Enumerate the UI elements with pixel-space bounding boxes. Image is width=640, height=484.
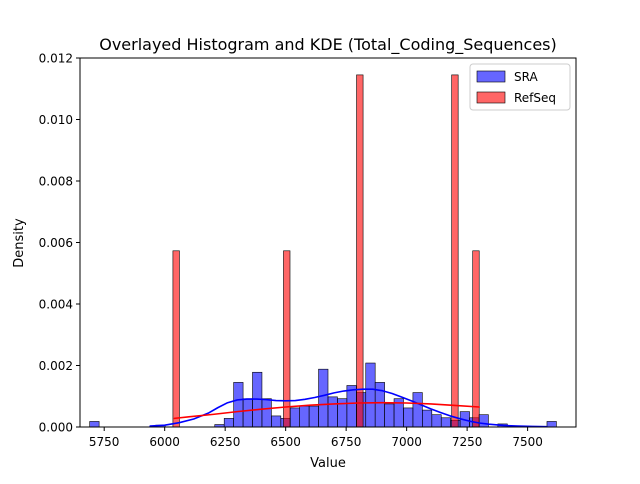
sra-kde-line [149, 388, 548, 428]
sra-histogram-bar [346, 385, 357, 428]
sra-histogram-bar [412, 392, 423, 428]
sra-histogram-bar [89, 421, 100, 428]
sra-histogram-bar [223, 418, 234, 428]
sra-histogram-bar [233, 382, 244, 428]
sra-histogram-bar [546, 421, 557, 428]
y-tick-label: 0.004 [39, 298, 73, 312]
refseq-legend-label: RefSeq [514, 91, 556, 105]
y-axis-label: Density [12, 218, 27, 268]
chart-title: Overlayed Histogram and KDE (Total_Codin… [99, 35, 557, 55]
x-tick-label: 6250 [210, 435, 241, 449]
sra-histogram-bar [403, 407, 414, 428]
sra-histogram-bar [299, 405, 310, 428]
refseq-histogram-bar [172, 250, 180, 428]
refseq-histogram-bar [451, 74, 459, 428]
y-tick-label: 0.002 [39, 359, 73, 373]
x-tick-label: 7500 [512, 435, 543, 449]
refseq-histogram-bar [356, 74, 364, 428]
sra-legend-swatch [476, 70, 506, 83]
sra-histogram-bar [478, 414, 489, 428]
sra-histogram-bar [289, 407, 301, 428]
x-tick-label: 6750 [331, 435, 362, 449]
refseq-legend-swatch [476, 91, 506, 104]
x-tick-label: 6000 [149, 435, 180, 449]
x-axis-label: Value [310, 456, 346, 471]
axes-layer: 5750 6000 6250 6500 6750 7000 7250 7500 0.000 0.0… [39, 52, 577, 449]
y-tick-label: 0.000 [39, 421, 73, 435]
sra-histogram-bar [365, 362, 376, 428]
sra-histogram-bar [318, 368, 329, 428]
x-tick-label: 6500 [270, 435, 301, 449]
sra-histogram-bar [271, 415, 282, 428]
refseq-kde-line [173, 401, 481, 420]
y-tick-label: 0.010 [39, 113, 73, 127]
y-tick-label: 0.008 [39, 175, 73, 189]
kde-layer [149, 388, 548, 428]
sra-legend-label: SRA [514, 70, 538, 84]
sra-histogram-bar [384, 403, 395, 428]
sra-histogram-bar [242, 398, 253, 428]
x-tick-label: 7250 [452, 435, 483, 449]
x-tick-label: 5750 [89, 435, 120, 449]
sra-histogram-bar [308, 405, 319, 428]
sra-histogram-bar [327, 396, 338, 428]
sra-histogram-bar [431, 414, 442, 428]
refseq-histogram-bar [472, 250, 480, 428]
y-tick-label: 0.006 [39, 236, 73, 250]
sra-histogram-bar [261, 398, 272, 428]
y-tick-label: 0.012 [39, 52, 73, 66]
sra-histogram-bar [422, 409, 433, 428]
legend: SRA RefSeq [469, 63, 571, 111]
x-tick-label: 7000 [391, 435, 422, 449]
sra-histogram-bar [440, 417, 451, 428]
